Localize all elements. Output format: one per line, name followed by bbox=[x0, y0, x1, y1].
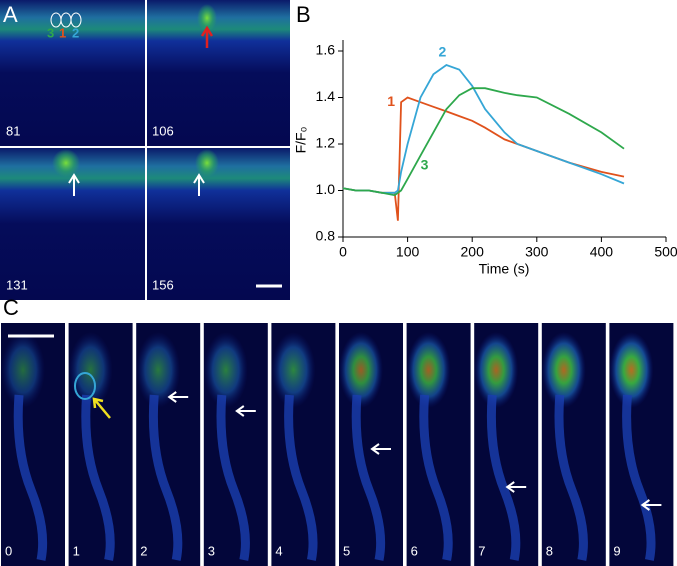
x-tick-label: 400 bbox=[590, 244, 614, 260]
cell-body bbox=[406, 332, 451, 408]
frame-label: 1 bbox=[73, 543, 80, 558]
x-tick-label: 200 bbox=[461, 244, 485, 260]
dendrite bbox=[13, 394, 48, 561]
arrow bbox=[235, 405, 256, 417]
y-tick-label: 1.6 bbox=[316, 42, 336, 58]
dendrite bbox=[351, 394, 386, 561]
y-tick-label: 1.4 bbox=[316, 88, 336, 104]
cell-body bbox=[271, 332, 316, 408]
arrow bbox=[370, 443, 391, 455]
series-line bbox=[342, 87, 625, 197]
panel-label: A bbox=[3, 2, 18, 27]
dendrite bbox=[622, 394, 656, 561]
x-axis-label: Time (s) bbox=[479, 261, 530, 277]
cell-body bbox=[136, 332, 181, 408]
panel-label: C bbox=[3, 295, 19, 320]
frame-label: 5 bbox=[343, 543, 350, 558]
arrow bbox=[167, 391, 189, 403]
panel-label: B bbox=[296, 2, 311, 27]
cell-body bbox=[474, 332, 519, 408]
x-tick-label: 300 bbox=[525, 244, 549, 260]
dendrite bbox=[284, 394, 318, 561]
y-tick-label: 0.8 bbox=[316, 228, 336, 244]
dendrite bbox=[419, 394, 453, 561]
panel-a-images bbox=[0, 0, 290, 300]
arrow bbox=[92, 397, 111, 419]
frame-label: 4 bbox=[275, 543, 282, 558]
cell-body bbox=[203, 332, 248, 408]
cell-body bbox=[1, 332, 45, 408]
dendrite bbox=[81, 394, 115, 561]
frame-label: 81 bbox=[6, 123, 20, 138]
x-tick-label: 100 bbox=[396, 244, 420, 260]
roi-label: 3 bbox=[47, 25, 54, 40]
frame-label: 9 bbox=[613, 543, 620, 558]
frame-label: 2 bbox=[140, 543, 147, 558]
cell-body bbox=[68, 332, 113, 408]
frame-label: 7 bbox=[478, 543, 485, 558]
dendrite bbox=[216, 394, 250, 561]
arrow bbox=[640, 499, 662, 511]
frame-label: 106 bbox=[152, 123, 174, 138]
frame-label: 156 bbox=[152, 277, 174, 292]
frame-label: 0 bbox=[5, 543, 12, 558]
dendrite bbox=[554, 394, 588, 561]
dendrite bbox=[486, 394, 521, 561]
cell-body bbox=[541, 332, 586, 408]
dendrite bbox=[148, 394, 183, 561]
y-tick-label: 1.0 bbox=[316, 181, 336, 197]
panel-c-images: 0 1 2 3 4 5 6 7 8 9 bbox=[1, 323, 674, 566]
x-tick-label: 500 bbox=[654, 244, 677, 260]
frame-label: 6 bbox=[411, 543, 418, 558]
series-label: 3 bbox=[421, 156, 429, 172]
cell-body bbox=[339, 332, 383, 408]
cell-body bbox=[609, 332, 654, 408]
roi-label: 1 bbox=[59, 25, 66, 40]
series-label: 2 bbox=[438, 44, 446, 60]
frame-label: 3 bbox=[208, 543, 215, 558]
frame-label: 131 bbox=[6, 277, 28, 292]
y-axis-label: F/F₀ bbox=[293, 126, 309, 153]
y-tick-label: 1.2 bbox=[316, 135, 336, 151]
plot: 0.8 1.0 1.2 1.4 1.6 0 100 200 300 400 500 1 2 3 bbox=[316, 42, 677, 260]
series-label: 1 bbox=[387, 93, 395, 109]
roi bbox=[74, 372, 96, 400]
frame-label: 8 bbox=[546, 543, 553, 558]
arrow bbox=[505, 481, 527, 493]
roi-label: 2 bbox=[72, 25, 79, 40]
x-tick-label: 0 bbox=[339, 244, 347, 260]
